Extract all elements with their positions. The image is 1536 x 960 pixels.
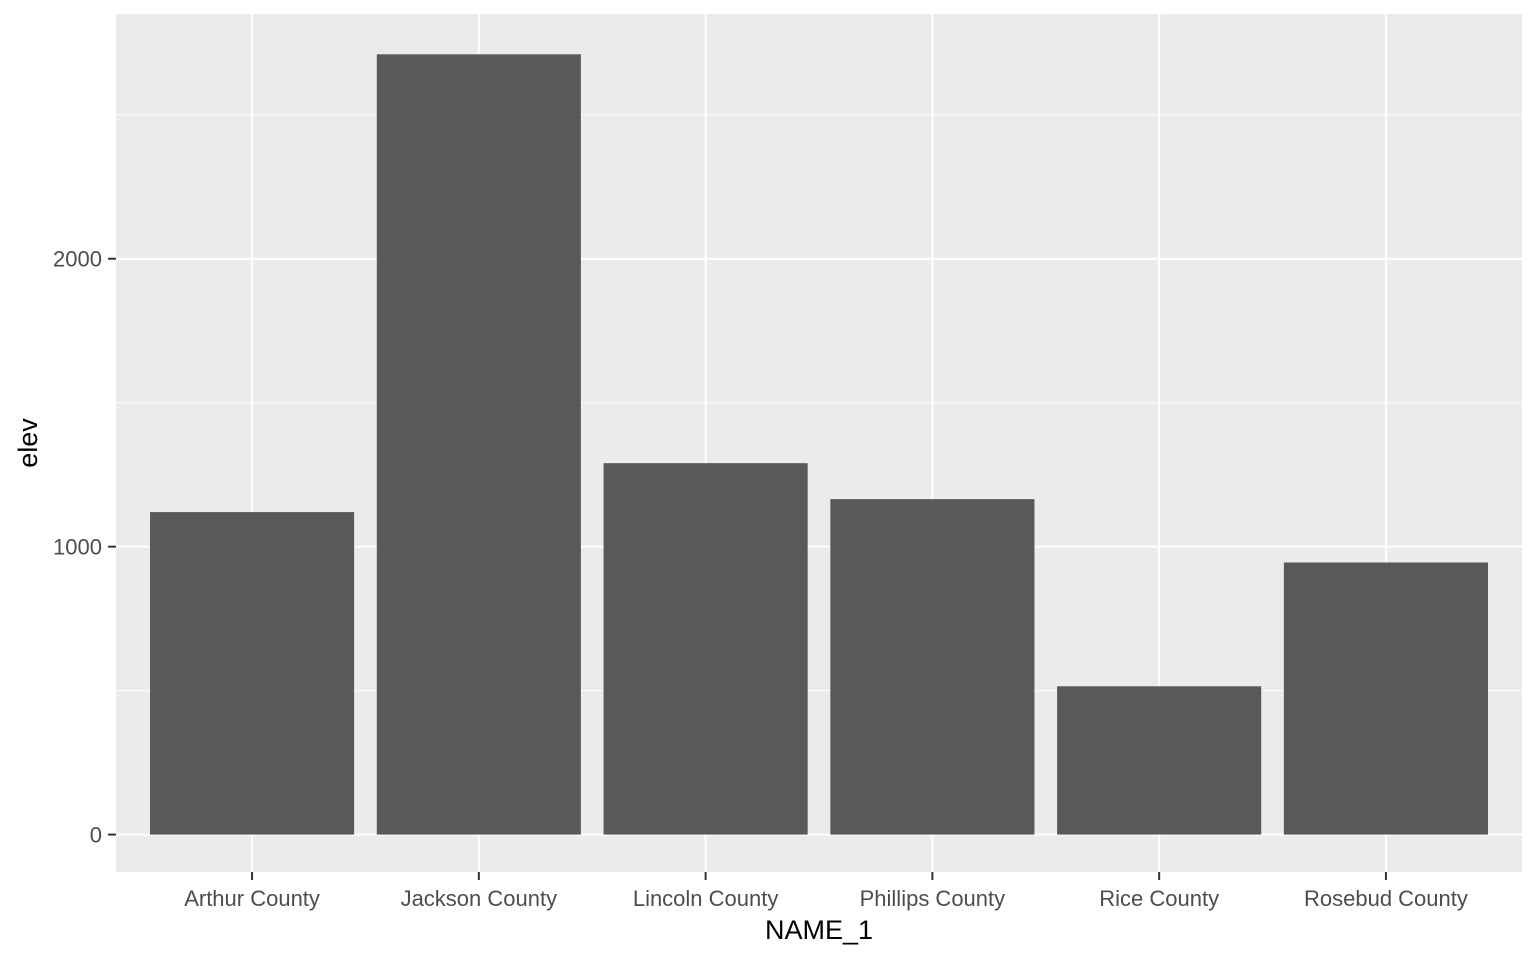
x-tick-label: Rice County bbox=[1099, 886, 1219, 911]
bar bbox=[830, 499, 1035, 835]
y-tick-label: 2000 bbox=[53, 247, 102, 272]
bars bbox=[150, 54, 1488, 835]
bar bbox=[150, 512, 355, 835]
y-axis-title: elev bbox=[13, 418, 43, 468]
bar bbox=[376, 54, 581, 835]
x-tick-label: Lincoln County bbox=[633, 886, 779, 911]
x-tick-label: Rosebud County bbox=[1304, 886, 1468, 911]
bar bbox=[603, 463, 808, 835]
x-tick-label: Arthur County bbox=[184, 886, 320, 911]
x-tick-label: Phillips County bbox=[860, 886, 1006, 911]
x-axis-title: NAME_1 bbox=[765, 915, 873, 945]
y-tick-label: 1000 bbox=[53, 535, 102, 560]
bar bbox=[1057, 686, 1262, 835]
x-tick-label: Jackson County bbox=[401, 886, 558, 911]
x-axis: Arthur County Jackson County Lincoln Count… bbox=[184, 872, 1468, 911]
y-tick-label: 0 bbox=[90, 823, 102, 848]
y-axis: 0 1000 2000 bbox=[53, 247, 116, 848]
bar bbox=[1283, 562, 1488, 835]
